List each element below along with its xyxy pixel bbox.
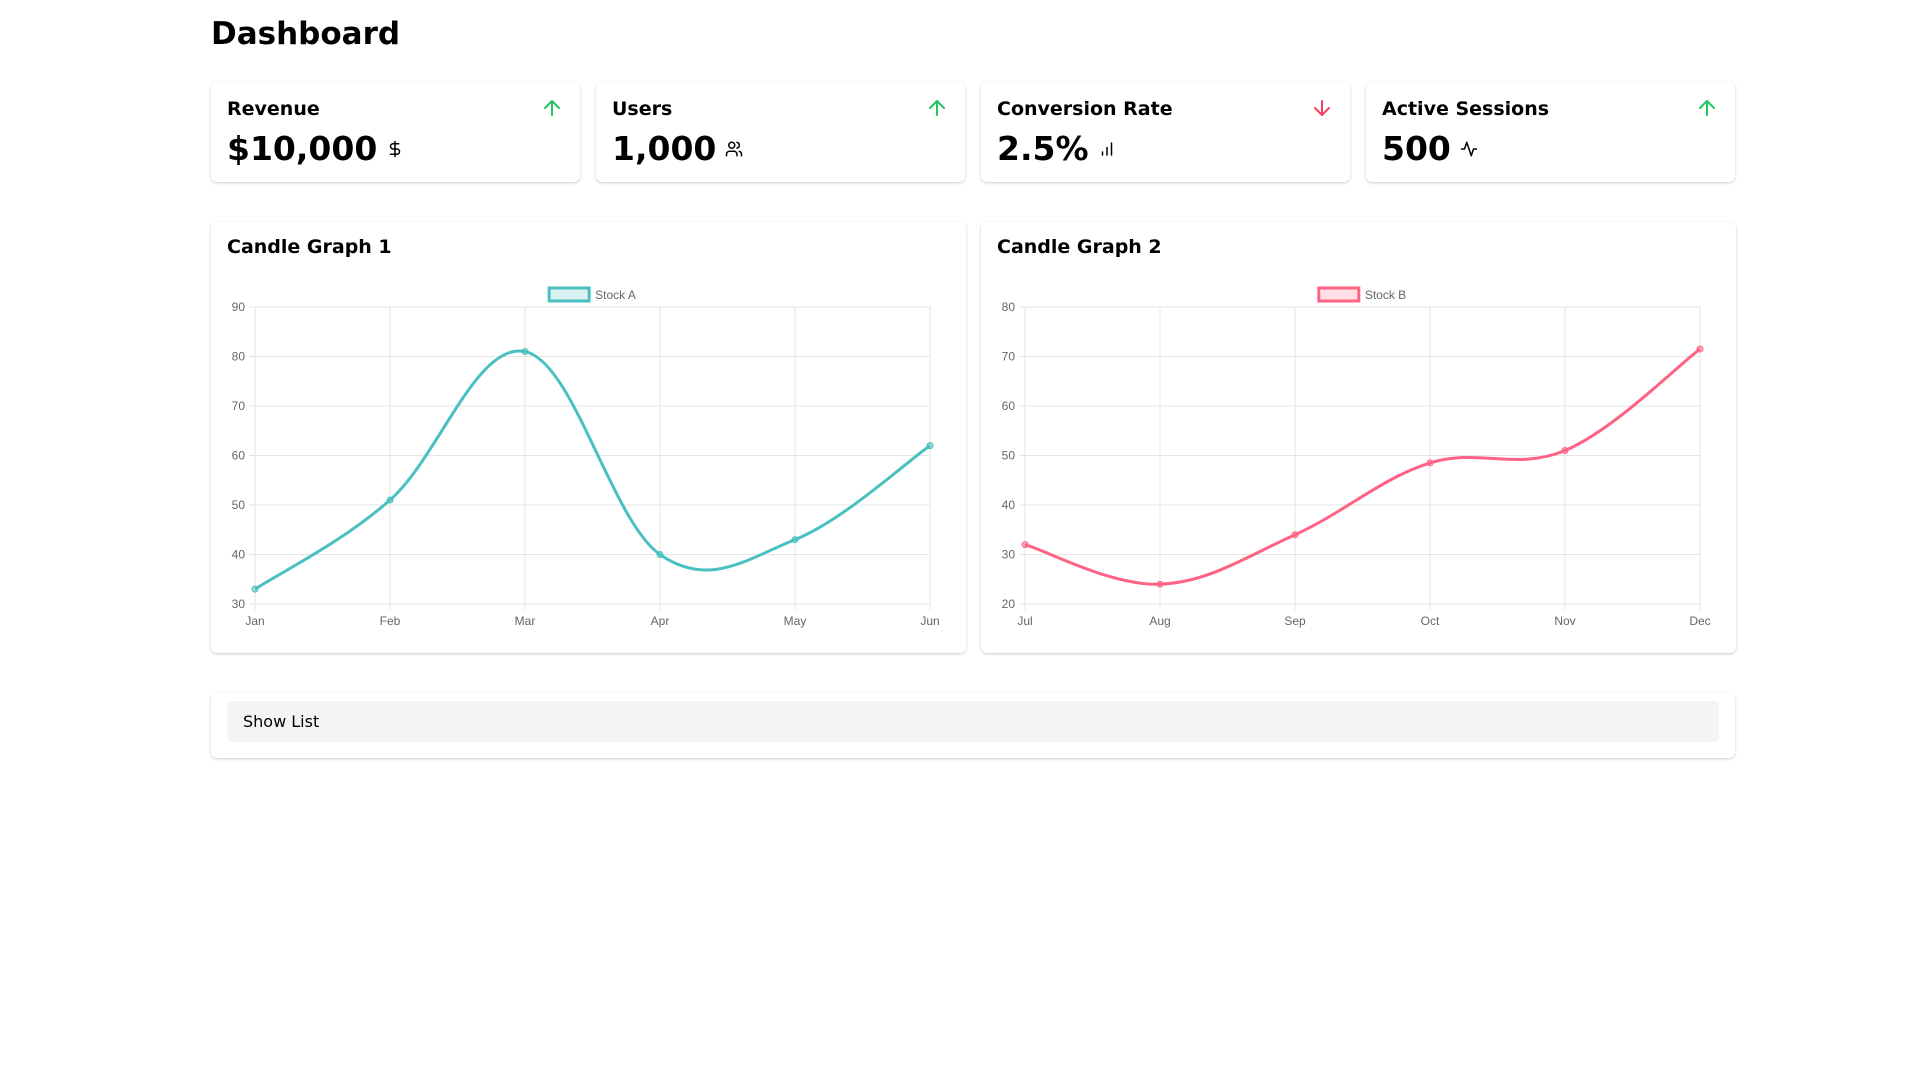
x-tick-label: Mar	[515, 614, 536, 628]
bar-chart-icon	[1101, 142, 1112, 156]
stat-value-row: 1,000	[612, 129, 743, 169]
data-point	[926, 442, 934, 450]
y-tick-label: 90	[232, 300, 246, 314]
y-tick-label: 30	[1002, 548, 1016, 562]
legend-label: Stock B	[1365, 288, 1406, 302]
y-tick-label: 50	[232, 498, 246, 512]
legend-swatch	[1317, 286, 1361, 303]
x-tick-label: Dec	[1689, 614, 1710, 628]
candle-graph-2-chart: 20 30 40 50 60 70 80 Jul Aug Sep Oct Nov Dec Stock B	[1002, 286, 1711, 628]
y-tick-label: 70	[232, 399, 246, 413]
y-tick-label: 40	[1002, 498, 1016, 512]
data-point	[251, 585, 259, 593]
stat-value-row: 2.5%	[997, 129, 1116, 169]
legend-swatch	[547, 286, 591, 303]
data-point	[1156, 580, 1164, 588]
x-tick-label: Feb	[380, 614, 401, 628]
stat-title: Users	[612, 98, 673, 120]
candle-graph-1-chart: 30 40 50 60 70 80 90 Jan Feb Mar Apr May Jun Stock A	[232, 286, 940, 628]
x-tick-label: Apr	[651, 614, 670, 628]
stat-title: Active Sessions	[1382, 98, 1550, 120]
data-point	[521, 348, 529, 356]
chart-title: Candle Graph 2	[997, 236, 1162, 258]
stat-value: 500	[1382, 129, 1451, 168]
stat-value: 2.5%	[997, 129, 1089, 168]
data-point	[1561, 447, 1569, 455]
x-tick-label: Jul	[1017, 614, 1032, 628]
y-tick-label: 20	[1002, 597, 1016, 611]
series-line	[254, 349, 931, 591]
activity-icon	[1460, 141, 1478, 157]
y-tick-label: 60	[1002, 399, 1016, 413]
y-tick-label: 70	[1002, 350, 1016, 364]
revenue-card: Revenue $10,000	[211, 82, 580, 182]
y-tick-label: 60	[232, 449, 246, 463]
conversion-rate-card: Conversion Rate 2.5%	[981, 82, 1350, 182]
dollar-icon	[390, 140, 401, 158]
x-tick-label: Sep	[1284, 614, 1306, 628]
x-tick-label: Oct	[1421, 614, 1440, 628]
x-tick-label: Jun	[920, 614, 939, 628]
x-tick-label: Jan	[245, 614, 264, 628]
data-point	[386, 496, 394, 504]
arrow-up-icon	[1699, 100, 1715, 116]
y-tick-label: 30	[232, 597, 246, 611]
data-point	[1021, 541, 1029, 549]
x-tick-label: Nov	[1554, 614, 1575, 628]
active-sessions-card: Active Sessions 500	[1366, 82, 1735, 182]
candle-graph-1-card: Candle Graph 1 30 40 50 60 70 80 90 Jan Feb Mar Ap…	[211, 222, 966, 653]
stat-title: Conversion Rate	[997, 98, 1173, 120]
chart-title: Candle Graph 1	[227, 236, 392, 258]
data-point	[1696, 345, 1704, 353]
data-point	[1426, 459, 1434, 467]
series-line	[1024, 347, 1701, 586]
y-tick-label: 40	[232, 548, 246, 562]
y-tick-label: 80	[232, 350, 246, 364]
stat-value-row: 500	[1382, 129, 1478, 169]
x-tick-label: May	[784, 614, 807, 628]
legend-label: Stock A	[595, 288, 636, 302]
stat-value: $10,000	[227, 129, 378, 168]
y-tick-label: 80	[1002, 300, 1016, 314]
stat-value: 1,000	[612, 129, 717, 168]
arrow-up-icon	[544, 100, 560, 116]
candle-graph-2-card: Candle Graph 2 20 30 40 50 60 70 80 Jul Aug Sep Oc…	[981, 222, 1736, 653]
data-point	[791, 536, 799, 544]
x-tick-label: Aug	[1149, 614, 1170, 628]
users-card: Users 1,000	[596, 82, 965, 182]
list-card: Show List	[211, 693, 1735, 758]
y-tick-label: 50	[1002, 449, 1016, 463]
users-icon	[726, 141, 743, 157]
stat-value-row: $10,000	[227, 129, 404, 169]
data-point	[656, 551, 664, 558]
arrow-up-icon	[929, 100, 945, 116]
show-list-button[interactable]: Show List	[227, 701, 1719, 742]
data-point	[1291, 531, 1299, 539]
stat-title: Revenue	[227, 98, 320, 120]
arrow-down-icon	[1314, 100, 1330, 116]
page-title: Dashboard	[211, 16, 401, 52]
